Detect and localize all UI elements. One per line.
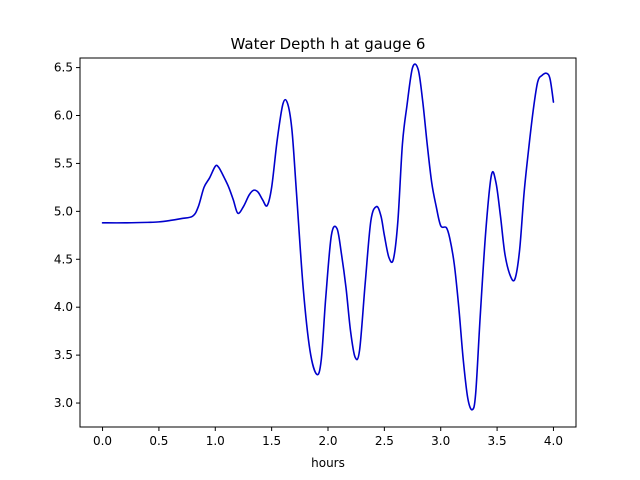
x-tick-label: 1.0 — [206, 434, 225, 448]
x-tick-label: 3.5 — [488, 434, 507, 448]
y-tick-label: 3.0 — [54, 396, 73, 410]
series-line — [101, 63, 555, 411]
y-tick-label: 4.5 — [54, 252, 73, 266]
x-tick-label: 2.0 — [318, 434, 337, 448]
chart-title: Water Depth h at gauge 6 — [231, 35, 426, 53]
y-axis: 3.0 3.5 4.0 4.5 5.0 5.5 6.0 6.5 — [54, 61, 80, 410]
x-tick-label: 1.5 — [262, 434, 281, 448]
x-tick-label: 0.5 — [149, 434, 168, 448]
y-tick-label: 5.5 — [54, 156, 73, 170]
y-tick-label: 6.0 — [54, 109, 73, 123]
x-axis-label: hours — [311, 456, 345, 470]
y-tick-label: 5.0 — [54, 204, 73, 218]
x-tick-label: 0.0 — [93, 434, 112, 448]
y-tick-label: 4.0 — [54, 300, 73, 314]
plot-frame — [79, 57, 577, 428]
x-tick-label: 2.5 — [375, 434, 394, 448]
y-tick-label: 3.5 — [54, 348, 73, 362]
x-axis: 0.0 0.5 1.0 1.5 2.0 2.5 3.0 3.5 4.0 — [93, 427, 563, 448]
plot-area — [80, 58, 576, 427]
x-tick-label: 3.0 — [431, 434, 450, 448]
y-tick-label: 6.5 — [54, 61, 73, 75]
x-tick-label: 4.0 — [544, 434, 563, 448]
